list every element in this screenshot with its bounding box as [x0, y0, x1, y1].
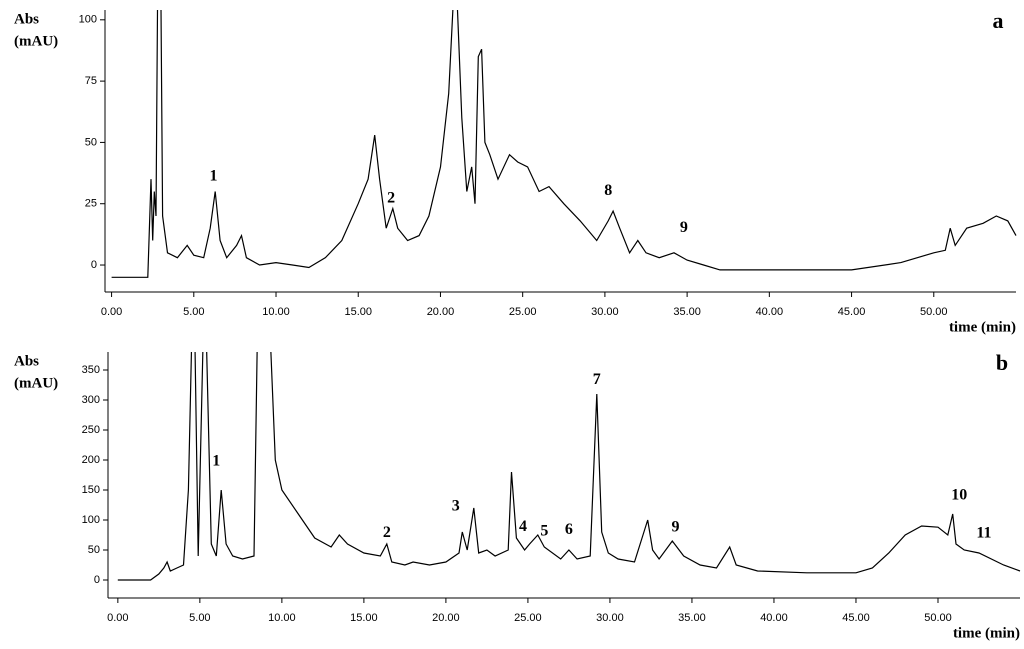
- y-tick-label: 25: [85, 198, 97, 210]
- y-tick-label: 150: [82, 484, 100, 496]
- x-tick-label: 10.00: [268, 612, 296, 624]
- x-tick-label: 20.00: [432, 612, 460, 624]
- y-tick-label: 100: [82, 514, 100, 526]
- x-tick-label: 25.00: [514, 612, 542, 624]
- y-tick-label: 200: [82, 454, 100, 466]
- peak-label: 7: [593, 371, 601, 388]
- peak-label: 2: [383, 524, 391, 541]
- peak-label: 6: [565, 521, 573, 538]
- x-tick-label: 45.00: [838, 306, 866, 318]
- x-tick-label: 45.00: [842, 612, 870, 624]
- y-axis-label: (mAU): [14, 375, 58, 391]
- peak-label: 1: [210, 167, 218, 184]
- peak-label: 9: [672, 518, 680, 535]
- x-tick-label: 50.00: [924, 612, 952, 624]
- x-tick-label: 0.00: [107, 612, 128, 624]
- trace: [111, 10, 1017, 278]
- x-axis-label: time (min): [949, 319, 1016, 335]
- y-axis-label: Abs: [14, 11, 39, 27]
- peak-label: 1: [212, 452, 220, 469]
- x-tick-label: 10.00: [262, 306, 290, 318]
- y-tick-label: 0: [94, 574, 100, 586]
- x-tick-label: 20.00: [427, 306, 455, 318]
- x-tick-label: 40.00: [756, 306, 784, 318]
- panel-label: b: [996, 350, 1008, 375]
- y-axis-label: Abs: [14, 353, 39, 369]
- peak-label: 11: [976, 524, 991, 541]
- x-tick-label: 5.00: [189, 612, 210, 624]
- x-axis-label: time (min): [953, 625, 1020, 641]
- panel-label: a: [993, 8, 1004, 33]
- x-tick-label: 5.00: [183, 306, 204, 318]
- peak-label: 5: [540, 523, 548, 540]
- x-tick-label: 35.00: [678, 612, 706, 624]
- y-tick-label: 350: [82, 364, 100, 376]
- x-tick-label: 30.00: [596, 612, 624, 624]
- x-tick-label: 40.00: [760, 612, 788, 624]
- peak-label: 9: [680, 219, 688, 236]
- x-tick-label: 30.00: [591, 306, 619, 318]
- y-tick-label: 0: [91, 259, 97, 271]
- x-tick-label: 15.00: [344, 306, 372, 318]
- peak-label: 2: [387, 189, 395, 206]
- peak-label: 4: [519, 518, 527, 535]
- peak-label: 3: [452, 497, 460, 514]
- y-tick-label: 50: [85, 136, 97, 148]
- y-tick-label: 250: [82, 424, 100, 436]
- trace: [117, 352, 1021, 581]
- y-axis-label: (mAU): [14, 33, 58, 49]
- y-tick-label: 300: [82, 394, 100, 406]
- y-tick-label: 75: [85, 75, 97, 87]
- x-tick-label: 15.00: [350, 612, 378, 624]
- x-tick-label: 0.00: [101, 306, 122, 318]
- y-tick-label: 100: [79, 14, 97, 26]
- y-tick-label: 50: [88, 544, 100, 556]
- x-tick-label: 35.00: [673, 306, 701, 318]
- x-tick-label: 50.00: [920, 306, 948, 318]
- x-tick-label: 25.00: [509, 306, 537, 318]
- peak-label: 8: [604, 182, 612, 199]
- peak-label: 10: [951, 487, 967, 504]
